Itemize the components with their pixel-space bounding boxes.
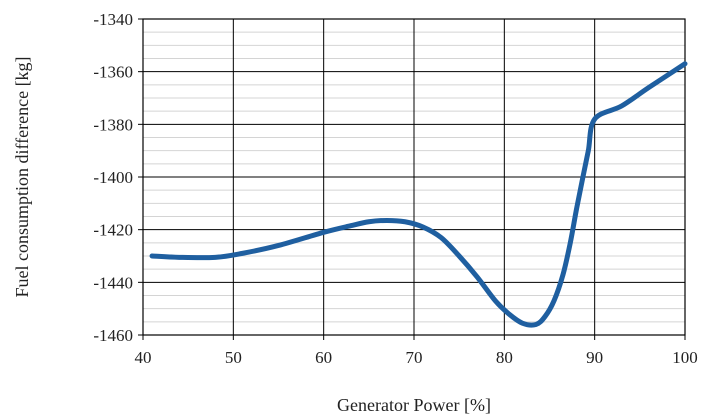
y-axis: -1340 -1360 -1380 -1400 -1420 -1440 -1460: [93, 10, 143, 345]
x-tick-label: 60: [315, 348, 332, 367]
x-tick-label: 50: [225, 348, 242, 367]
x-tick-label: 40: [135, 348, 152, 367]
x-axis: 40 50 60 70 80 90 100: [135, 335, 698, 367]
y-tick-label: -1420: [93, 221, 133, 240]
x-tick-label: 70: [406, 348, 423, 367]
x-axis-label: Generator Power [%]: [337, 395, 491, 415]
series-layer: [149, 61, 688, 328]
series-line: [149, 61, 688, 328]
x-tick-label: 100: [672, 348, 698, 367]
y-tick-label: -1400: [93, 168, 133, 187]
y-tick-label: -1360: [93, 63, 133, 82]
x-tick-label: 80: [496, 348, 513, 367]
x-tick-label: 90: [586, 348, 603, 367]
y-tick-label: -1460: [93, 326, 133, 345]
y-tick-label: -1340: [93, 10, 133, 29]
y-axis-label: Fuel consumption difference [kg]: [12, 56, 32, 297]
y-tick-label: -1380: [93, 115, 133, 134]
y-tick-label: -1440: [93, 273, 133, 292]
